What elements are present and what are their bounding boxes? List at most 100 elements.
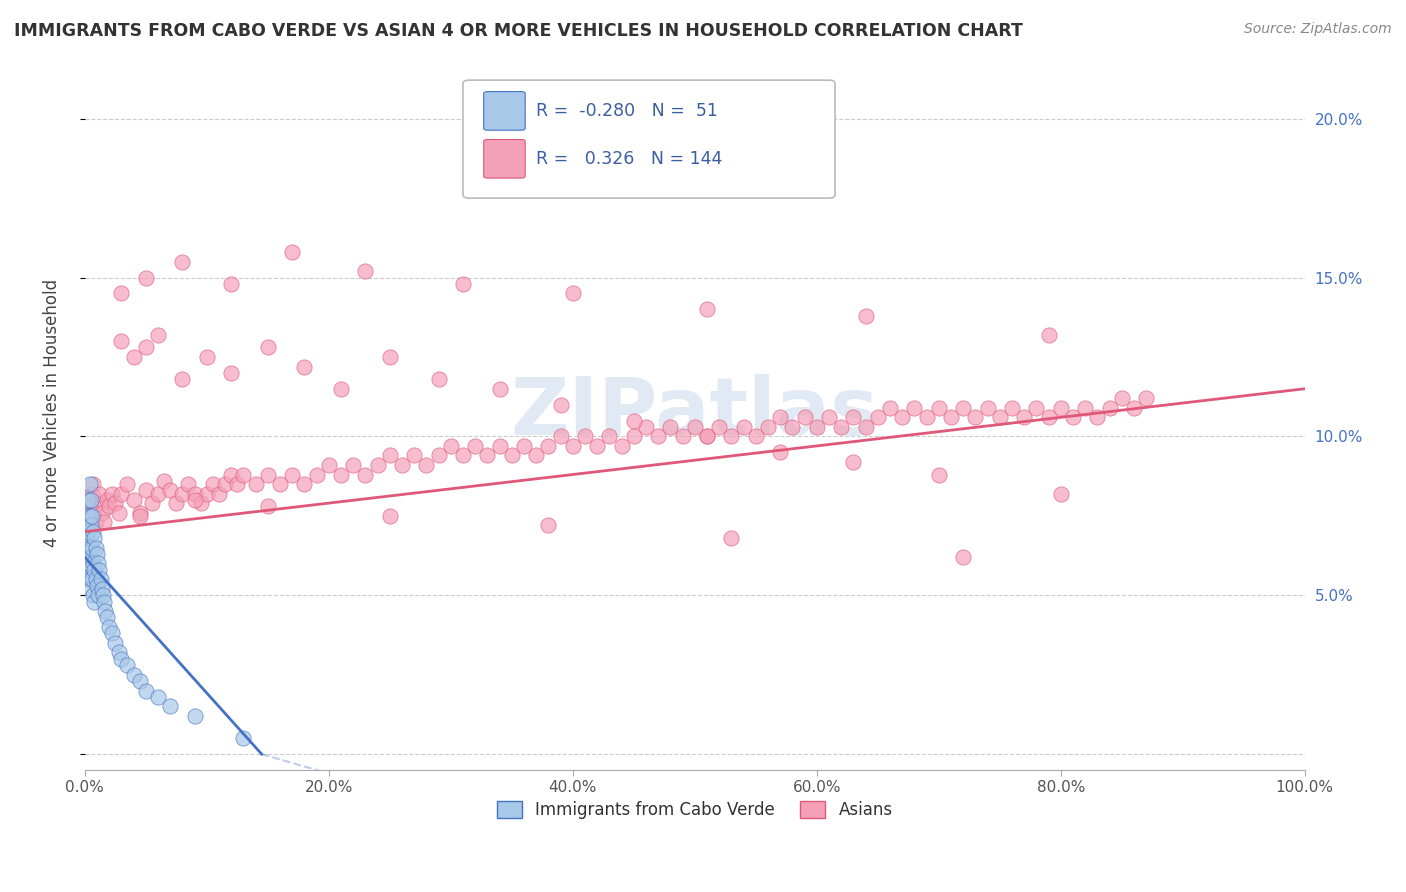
Point <box>464 439 486 453</box>
Point <box>598 429 620 443</box>
Point <box>77 557 100 571</box>
Point <box>245 477 267 491</box>
Point <box>76 541 98 555</box>
Point <box>866 410 889 425</box>
Point <box>90 573 112 587</box>
Point <box>939 410 962 425</box>
Point <box>952 550 974 565</box>
Point <box>172 254 194 268</box>
Point <box>915 410 938 425</box>
Point <box>80 508 103 523</box>
Point <box>93 594 115 608</box>
Point <box>75 524 97 539</box>
Point <box>1111 391 1133 405</box>
Point <box>84 541 107 555</box>
Point <box>83 563 105 577</box>
Point <box>782 420 804 434</box>
Point <box>90 582 112 596</box>
Point <box>561 286 583 301</box>
Point <box>305 467 328 482</box>
Point <box>1001 401 1024 415</box>
Point <box>1049 486 1071 500</box>
Point <box>707 420 730 434</box>
Text: ZIPatlas: ZIPatlas <box>510 374 879 451</box>
Point <box>928 467 950 482</box>
Point <box>128 508 150 523</box>
Point <box>190 496 212 510</box>
Point <box>1135 391 1157 405</box>
Point <box>87 588 110 602</box>
Point <box>879 401 901 415</box>
Point <box>108 506 131 520</box>
Point <box>86 547 108 561</box>
Point <box>550 398 572 412</box>
Point <box>537 439 560 453</box>
Point <box>89 563 111 577</box>
Point <box>354 264 377 278</box>
Point <box>94 604 117 618</box>
Point <box>75 557 97 571</box>
Point <box>1049 401 1071 415</box>
Point <box>98 500 121 514</box>
Point <box>80 486 103 500</box>
Point <box>367 458 389 472</box>
Point <box>623 429 645 443</box>
Text: IMMIGRANTS FROM CABO VERDE VS ASIAN 4 OR MORE VEHICLES IN HOUSEHOLD CORRELATION : IMMIGRANTS FROM CABO VERDE VS ASIAN 4 OR… <box>14 22 1024 40</box>
Point <box>623 413 645 427</box>
Point <box>80 518 103 533</box>
Point <box>117 477 139 491</box>
Point <box>183 486 205 500</box>
Point <box>82 524 104 539</box>
Text: Source: ZipAtlas.com: Source: ZipAtlas.com <box>1244 22 1392 37</box>
Point <box>77 524 100 539</box>
Point <box>83 594 105 608</box>
Point <box>1038 327 1060 342</box>
Point <box>172 372 194 386</box>
Point <box>82 588 104 602</box>
Point <box>903 401 925 415</box>
Point <box>513 439 536 453</box>
Point <box>83 506 105 520</box>
Point <box>79 508 101 523</box>
Point <box>281 245 304 260</box>
Point <box>172 486 194 500</box>
Point <box>110 652 132 666</box>
Point <box>80 500 103 514</box>
Point <box>86 579 108 593</box>
Point <box>696 302 718 317</box>
Point <box>292 477 315 491</box>
Point <box>1074 401 1097 415</box>
Point <box>378 508 401 523</box>
Point <box>1025 401 1047 415</box>
Point <box>128 506 150 520</box>
Point <box>1098 401 1121 415</box>
Point <box>219 366 242 380</box>
Point <box>256 467 278 482</box>
Point <box>574 429 596 443</box>
Point <box>537 518 560 533</box>
Point <box>891 410 914 425</box>
Point <box>128 673 150 688</box>
Point <box>965 410 987 425</box>
Point <box>165 496 187 510</box>
Point <box>82 477 104 491</box>
Point <box>100 626 122 640</box>
Y-axis label: 4 or more Vehicles in Household: 4 or more Vehicles in Household <box>44 278 60 547</box>
Point <box>122 667 145 681</box>
Point <box>76 508 98 523</box>
Point <box>219 277 242 291</box>
Point <box>329 467 352 482</box>
Point <box>256 500 278 514</box>
Point <box>201 477 224 491</box>
Point <box>76 573 98 587</box>
Point <box>818 410 841 425</box>
Point <box>146 327 169 342</box>
Point <box>855 309 877 323</box>
Point <box>110 486 132 500</box>
Point <box>183 709 205 723</box>
Point <box>720 531 742 545</box>
Point <box>720 429 742 443</box>
Point <box>671 429 693 443</box>
Point <box>610 439 633 453</box>
Point <box>550 429 572 443</box>
